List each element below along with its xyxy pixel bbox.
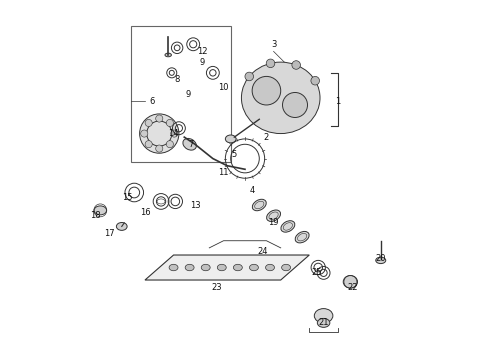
Ellipse shape bbox=[117, 222, 127, 230]
Text: 24: 24 bbox=[258, 247, 268, 256]
Ellipse shape bbox=[376, 257, 386, 264]
Ellipse shape bbox=[233, 264, 243, 271]
Text: 14: 14 bbox=[168, 129, 179, 138]
Circle shape bbox=[145, 120, 152, 126]
Circle shape bbox=[166, 120, 173, 126]
Ellipse shape bbox=[94, 206, 107, 215]
Ellipse shape bbox=[183, 139, 196, 150]
Ellipse shape bbox=[281, 221, 295, 232]
Ellipse shape bbox=[318, 319, 330, 327]
Circle shape bbox=[245, 72, 253, 81]
Circle shape bbox=[156, 115, 163, 122]
Text: 23: 23 bbox=[211, 283, 222, 292]
Text: 25: 25 bbox=[311, 268, 322, 277]
Circle shape bbox=[140, 114, 179, 153]
Ellipse shape bbox=[252, 199, 266, 211]
Circle shape bbox=[266, 59, 275, 68]
Ellipse shape bbox=[295, 231, 309, 243]
Circle shape bbox=[171, 130, 178, 137]
Ellipse shape bbox=[267, 210, 281, 221]
Text: 21: 21 bbox=[318, 318, 329, 327]
Text: 16: 16 bbox=[140, 208, 150, 217]
Text: 2: 2 bbox=[264, 132, 269, 141]
Ellipse shape bbox=[343, 275, 358, 288]
Ellipse shape bbox=[225, 135, 236, 143]
Circle shape bbox=[156, 145, 163, 152]
Circle shape bbox=[283, 93, 308, 117]
Ellipse shape bbox=[218, 264, 226, 271]
Text: 20: 20 bbox=[375, 254, 386, 263]
Ellipse shape bbox=[282, 264, 291, 271]
Text: 12: 12 bbox=[197, 47, 207, 56]
Text: 4: 4 bbox=[249, 186, 255, 195]
Ellipse shape bbox=[169, 264, 178, 271]
Text: 1: 1 bbox=[335, 97, 341, 106]
Text: 17: 17 bbox=[104, 229, 115, 238]
Text: 18: 18 bbox=[90, 211, 100, 220]
Ellipse shape bbox=[314, 309, 333, 323]
Ellipse shape bbox=[185, 264, 194, 271]
Text: 13: 13 bbox=[190, 201, 200, 210]
Text: 10: 10 bbox=[219, 83, 229, 92]
Text: 11: 11 bbox=[219, 168, 229, 177]
Ellipse shape bbox=[201, 264, 210, 271]
Ellipse shape bbox=[242, 62, 320, 134]
Circle shape bbox=[311, 76, 319, 85]
Text: 8: 8 bbox=[174, 76, 180, 85]
Text: 9: 9 bbox=[199, 58, 205, 67]
Circle shape bbox=[252, 76, 281, 105]
Circle shape bbox=[166, 141, 173, 148]
Text: 15: 15 bbox=[122, 193, 132, 202]
Polygon shape bbox=[145, 255, 309, 280]
Text: 9: 9 bbox=[185, 90, 191, 99]
Circle shape bbox=[141, 130, 148, 137]
Bar bbox=[131, 26, 231, 162]
Ellipse shape bbox=[165, 53, 172, 57]
Text: 3: 3 bbox=[271, 40, 276, 49]
Circle shape bbox=[292, 61, 300, 69]
Ellipse shape bbox=[266, 264, 274, 271]
Text: 22: 22 bbox=[347, 283, 357, 292]
Ellipse shape bbox=[249, 264, 258, 271]
Circle shape bbox=[145, 141, 152, 148]
Text: 19: 19 bbox=[269, 219, 279, 228]
Text: 5: 5 bbox=[232, 150, 237, 159]
Text: 6: 6 bbox=[149, 97, 155, 106]
Text: 7: 7 bbox=[189, 140, 194, 149]
